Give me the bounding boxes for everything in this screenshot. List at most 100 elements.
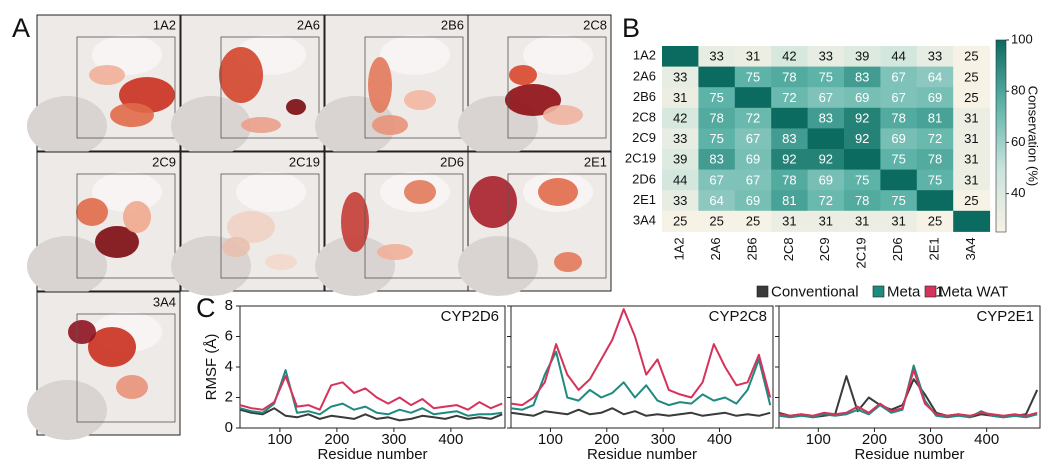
diagonal-cell — [771, 107, 809, 129]
surface-patch — [89, 65, 125, 85]
surface-light — [92, 172, 162, 212]
y-tick-label: 0 — [225, 419, 233, 436]
surface-light — [523, 35, 593, 75]
cell-label: 25 — [964, 193, 978, 208]
surface-patch — [222, 237, 250, 257]
cell-label: 31 — [746, 49, 760, 64]
diagonal-cell — [844, 149, 881, 171]
cell-label: 33 — [928, 49, 942, 64]
column-label: 2D6 — [890, 237, 905, 261]
cell-label: 31 — [964, 111, 978, 126]
heatmap-cell — [698, 46, 736, 68]
heatmap-cell — [734, 66, 772, 88]
heatmap-cell — [880, 190, 918, 212]
heatmap-cell — [807, 87, 845, 109]
heatmap-cell — [734, 210, 772, 232]
structure-label: 3A4 — [153, 294, 176, 309]
cell-label: 75 — [709, 131, 723, 146]
cell-label: 25 — [964, 69, 978, 84]
heatmap-cell — [734, 46, 772, 68]
heatmap-cell — [916, 87, 954, 109]
surface-patch — [88, 327, 136, 367]
pocket-box — [76, 173, 176, 279]
heatmap-cell — [953, 46, 991, 68]
column-label: 1A2 — [672, 237, 687, 260]
surface-shadow — [27, 380, 107, 440]
cell-label: 67 — [891, 69, 905, 84]
colorbar-tick-label: 100 — [1011, 31, 1033, 46]
cell-label: 39 — [673, 152, 687, 167]
y-tick-label: 4 — [225, 358, 233, 375]
cell-label: 72 — [819, 193, 833, 208]
structure-label: 2A6 — [297, 17, 320, 32]
colorbar-tick-label: 60 — [1011, 134, 1025, 149]
surface-patch — [227, 211, 275, 243]
pocket-box — [507, 173, 607, 279]
surface-patch — [286, 99, 306, 115]
heatmap-cell — [807, 66, 845, 88]
heatmap-cell — [662, 149, 699, 171]
surface-patch — [509, 65, 537, 85]
heatmap-cell — [953, 107, 991, 129]
heatmap-cell — [662, 107, 699, 129]
heatmap-cell — [698, 169, 736, 191]
heatmap-cell — [734, 169, 772, 191]
cell-label: 42 — [673, 111, 687, 126]
x-tick-label: 100 — [806, 431, 831, 448]
heatmap-cell — [698, 128, 736, 150]
heatmap-cell — [880, 66, 918, 88]
x-tick-label: 200 — [862, 431, 887, 448]
column-label: 2C19 — [854, 237, 869, 268]
cell-label: 92 — [819, 152, 833, 167]
cell-label: 42 — [782, 49, 796, 64]
structure-tile: 2B6 — [315, 14, 469, 156]
heatmap-cell — [771, 149, 809, 171]
heatmap-cell — [734, 190, 772, 212]
surface-patch — [404, 180, 436, 204]
cell-label: 75 — [709, 90, 723, 105]
structure-tile: 2C8 — [458, 14, 612, 156]
row-label: 2E1 — [633, 192, 656, 207]
surface-patch — [469, 176, 517, 228]
heatmap-cell — [698, 210, 736, 232]
x-axis-label: Residue number — [854, 446, 964, 463]
cell-label: 25 — [964, 49, 978, 64]
cell-label: 72 — [782, 90, 796, 105]
heatmap-cell — [916, 107, 954, 129]
column-label: 2C8 — [781, 237, 796, 261]
heatmap-cell — [844, 190, 881, 212]
cell-label: 31 — [855, 214, 869, 229]
surface-shadow — [27, 96, 107, 156]
surface-shadow — [458, 236, 538, 296]
diagonal-cell — [953, 210, 991, 232]
cell-label: 83 — [709, 152, 723, 167]
surface-shadow — [315, 236, 395, 296]
structure-tile: 2C9 — [27, 151, 181, 296]
column-label: 3A4 — [963, 237, 978, 260]
structure-tile: 2C19 — [171, 151, 325, 296]
cell-label: 25 — [964, 90, 978, 105]
surface-patch — [543, 105, 583, 125]
pocket-box — [76, 313, 176, 423]
x-tick-label: 400 — [438, 431, 463, 448]
heatmap-cell — [916, 169, 954, 191]
cell-label: 33 — [673, 131, 687, 146]
cell-label: 31 — [964, 152, 978, 167]
panel-label: B — [622, 13, 640, 43]
heatmap-cell — [953, 190, 991, 212]
cell-label: 72 — [746, 111, 760, 126]
heatmap-cell — [771, 87, 809, 109]
cell-label: 33 — [819, 49, 833, 64]
x-tick-label: 200 — [324, 431, 349, 448]
heatmap-cell — [662, 128, 699, 150]
heatmap-cell — [880, 46, 918, 68]
cell-label: 44 — [891, 49, 905, 64]
structure-label: 2E1 — [584, 154, 607, 169]
cell-label: 69 — [746, 152, 760, 167]
structure-tile: 2A6 — [171, 14, 325, 156]
cell-label: 25 — [673, 214, 687, 229]
heatmap-cell — [953, 87, 991, 109]
cell-label: 33 — [709, 49, 723, 64]
cell-label: 33 — [673, 69, 687, 84]
heatmap-cell — [880, 128, 918, 150]
